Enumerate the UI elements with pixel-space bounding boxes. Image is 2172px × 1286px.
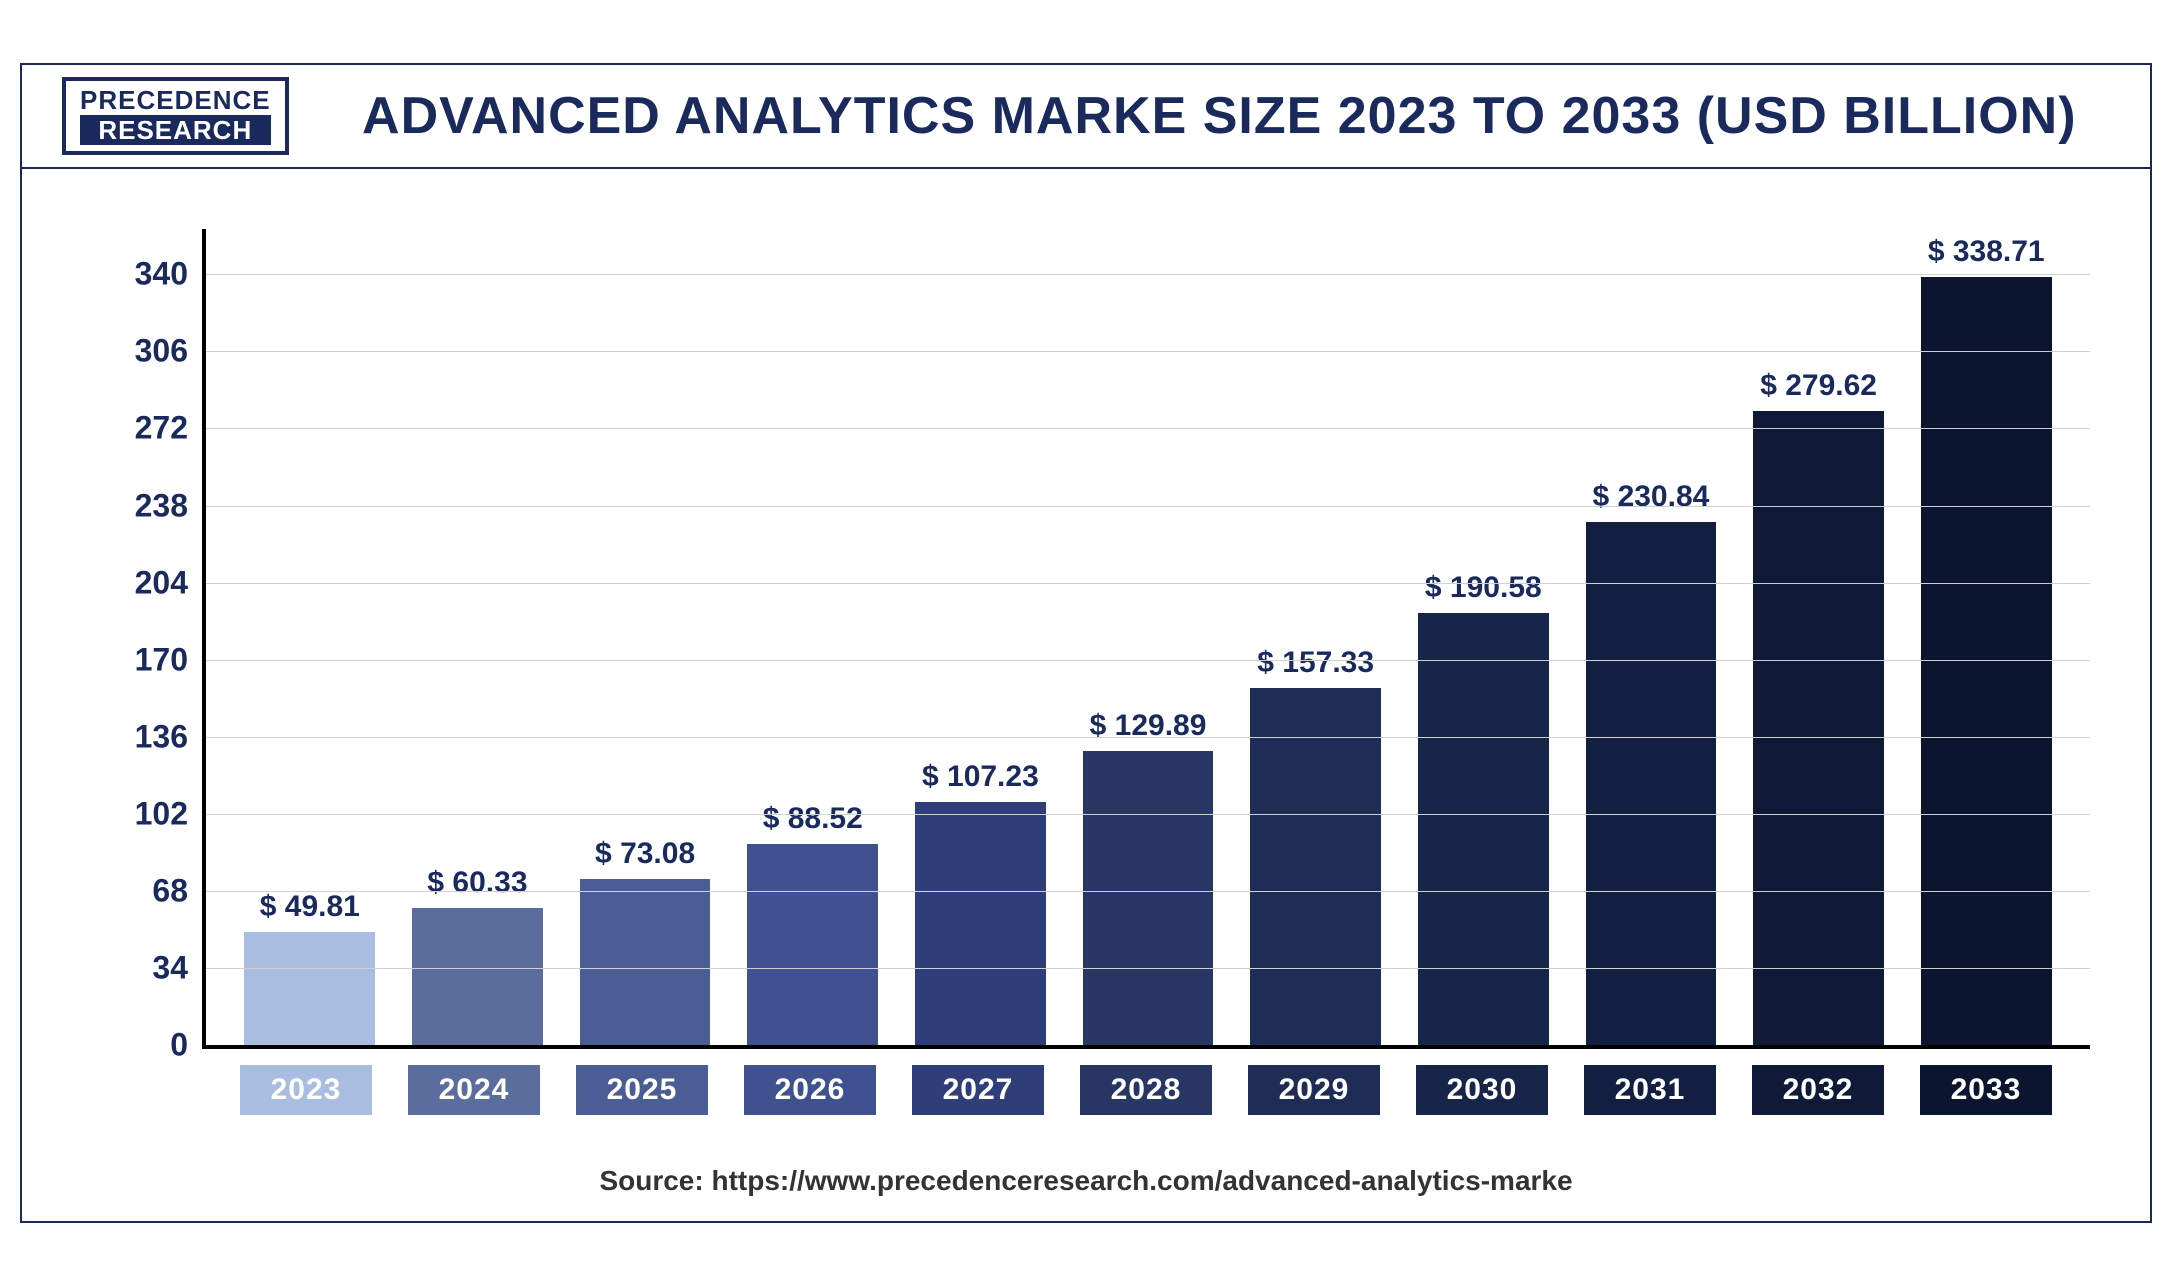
x-category-label: 2027 [912,1065,1043,1115]
logo: PRECEDENCE RESEARCH [62,77,289,155]
y-tick-label: 340 [135,256,206,293]
gridline [206,274,2090,275]
x-category-label: 2029 [1248,1065,1379,1115]
gridline [206,968,2090,969]
x-category: 2029 [1230,1065,1398,1115]
bar [915,802,1046,1045]
x-category-label: 2033 [1920,1065,2051,1115]
gridline [206,506,2090,507]
y-tick-label: 306 [135,333,206,370]
bar [412,908,543,1045]
gridline [206,814,2090,815]
logo-line1: PRECEDENCE [80,87,271,113]
gridline [206,428,2090,429]
source-label: Source: https://www.precedenceresearch.c… [22,1135,2150,1221]
x-category: 2033 [1902,1065,2070,1115]
y-tick-label: 34 [152,949,206,986]
x-category-label: 2023 [240,1065,371,1115]
bar-value-label: $ 88.52 [763,802,863,836]
x-category-label: 2025 [576,1065,707,1115]
bar [747,844,878,1045]
plot-area: $ 49.81$ 60.33$ 73.08$ 88.52$ 107.23$ 12… [22,169,2150,1135]
bar-value-label: $ 230.84 [1593,480,1710,514]
x-category: 2028 [1062,1065,1230,1115]
gridline [206,660,2090,661]
y-tick-label: 0 [170,1027,206,1064]
bar-value-label: $ 73.08 [595,837,695,871]
y-tick-label: 272 [135,410,206,447]
x-category-label: 2032 [1752,1065,1883,1115]
chart-container: PRECEDENCE RESEARCH ADVANCED ANALYTICS M… [20,63,2152,1223]
bar [1586,522,1717,1045]
bar-value-label: $ 60.33 [427,866,527,900]
grid: $ 49.81$ 60.33$ 73.08$ 88.52$ 107.23$ 12… [202,229,2090,1049]
x-category-label: 2028 [1080,1065,1211,1115]
bar-value-label: $ 49.81 [260,890,360,924]
y-tick-label: 238 [135,487,206,524]
gridline [206,351,2090,352]
bar [580,879,711,1045]
x-category: 2023 [222,1065,390,1115]
bar-value-label: $ 107.23 [922,760,1039,794]
x-category: 2030 [1398,1065,1566,1115]
bar [1083,751,1214,1045]
chart-title: ADVANCED ANALYTICS MARKE SIZE 2023 TO 20… [329,86,2110,146]
header: PRECEDENCE RESEARCH ADVANCED ANALYTICS M… [22,65,2150,169]
bar [1921,277,2052,1045]
gridline [206,891,2090,892]
x-category: 2026 [726,1065,894,1115]
bar-value-label: $ 157.33 [1257,646,1374,680]
bar-value-label: $ 338.71 [1928,235,2045,269]
gridline [206,583,2090,584]
x-category: 2032 [1734,1065,1902,1115]
logo-line2: RESEARCH [80,115,271,145]
x-category: 2027 [894,1065,1062,1115]
bar [1418,613,1549,1045]
gridline [206,737,2090,738]
y-tick-label: 170 [135,641,206,678]
bar [244,932,375,1045]
x-category: 2024 [390,1065,558,1115]
bar-value-label: $ 190.58 [1425,571,1542,605]
y-tick-label: 204 [135,564,206,601]
x-category-label: 2031 [1584,1065,1715,1115]
x-category: 2031 [1566,1065,1734,1115]
x-axis: 2023 2024 2025 2026 2027 2028 2029 2030 2031 2032… [202,1049,2090,1115]
y-tick-label: 102 [135,795,206,832]
x-category-label: 2026 [744,1065,875,1115]
y-tick-label: 68 [152,872,206,909]
x-category-label: 2030 [1416,1065,1547,1115]
x-category: 2025 [558,1065,726,1115]
bar-value-label: $ 279.62 [1760,369,1877,403]
bar [1250,688,1381,1045]
y-tick-label: 136 [135,718,206,755]
x-category-label: 2024 [408,1065,539,1115]
